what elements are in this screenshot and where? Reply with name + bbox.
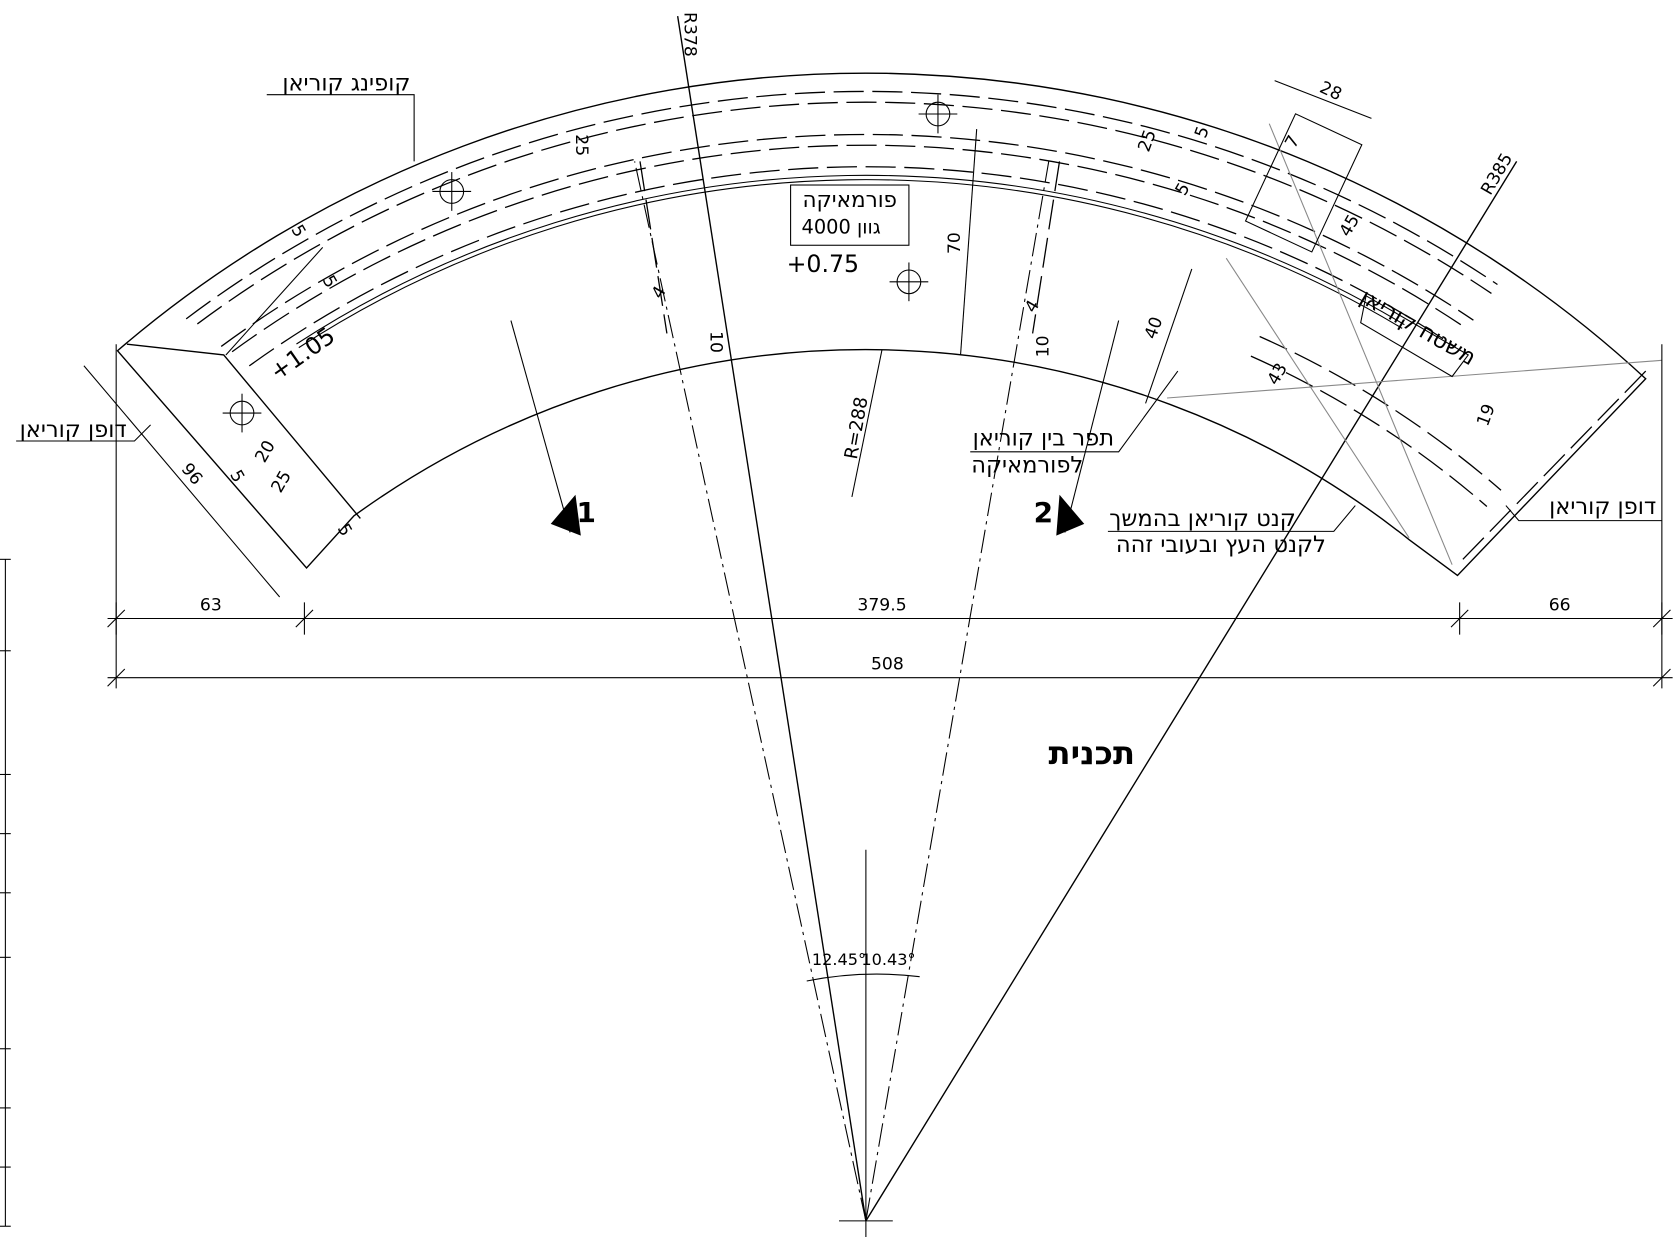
left-return [127,344,360,518]
callout: תפר בין קוריאן [973,425,1115,451]
dimension-label: 10 [705,331,725,353]
title: תכנית [1049,734,1135,772]
dimension-label: 25 [268,467,296,496]
line [511,321,570,533]
dimension-label: 70 [945,232,965,254]
seam-dash [640,161,667,333]
dimension-label: 20 [252,437,280,466]
dimension-label: 45 [1336,211,1364,240]
callout: דופן קוריאן [20,417,127,443]
callout: לפורמאיקה [971,452,1083,478]
radius-label: R=288 [841,395,873,461]
angle-arc [807,974,920,981]
dimension-label: 7 [1282,132,1305,151]
section-marker [1056,495,1084,536]
level-label: +1.05 [265,321,340,386]
section-number: 1 [576,496,595,529]
dimension-label: 10 [1033,335,1053,357]
dimension-label: 4 [1021,297,1044,316]
dimension-label: 5 [287,222,310,241]
dimension-label: 66 [1549,596,1571,616]
dimension-label: 5 [225,467,248,486]
dimension-label: 5 [318,272,341,291]
dim-line [84,366,280,597]
dimension-label: 19 [1473,401,1499,428]
dimension-label: 40 [1141,314,1167,341]
dimension-label: 28 [1316,78,1344,105]
angle-label: 10.43° [861,950,915,969]
plan-drawing: תכנית קופינג קוריאן דופן קוריאן דופן קוריאן… [0,0,1678,1237]
coping-dash [232,145,1467,352]
dimension-label: 96 [177,460,206,490]
dimension-label: 5 [333,521,356,540]
callout: דופן קוריאן [1549,494,1656,520]
material-label: פורמאיקה [802,188,897,213]
level-label: +0.75 [787,250,860,278]
right-end-dash [1463,371,1646,559]
dimension-label: 25 [1135,127,1161,154]
callout: קנט קוריאן בהמשך [1109,506,1296,532]
callout: קופינג קוריאן [282,70,410,96]
axis-line [866,161,1049,1221]
radius-label: R385 [1477,150,1517,199]
dimension-label: 508 [871,655,904,675]
line [1167,360,1662,398]
dimension-label: 379.5 [857,596,906,616]
section-number: 2 [1034,496,1053,529]
angle-label: 12.45° [812,950,866,969]
material-label: גוון 4000 [802,216,881,239]
dimension-label: 63 [200,596,222,616]
callout: לקנט העץ ובעובי זהה [1116,532,1326,558]
radius-label: R378 [679,12,699,57]
dimension-label: 25 [571,134,591,156]
leader [267,95,414,162]
axis-line [635,161,866,1221]
